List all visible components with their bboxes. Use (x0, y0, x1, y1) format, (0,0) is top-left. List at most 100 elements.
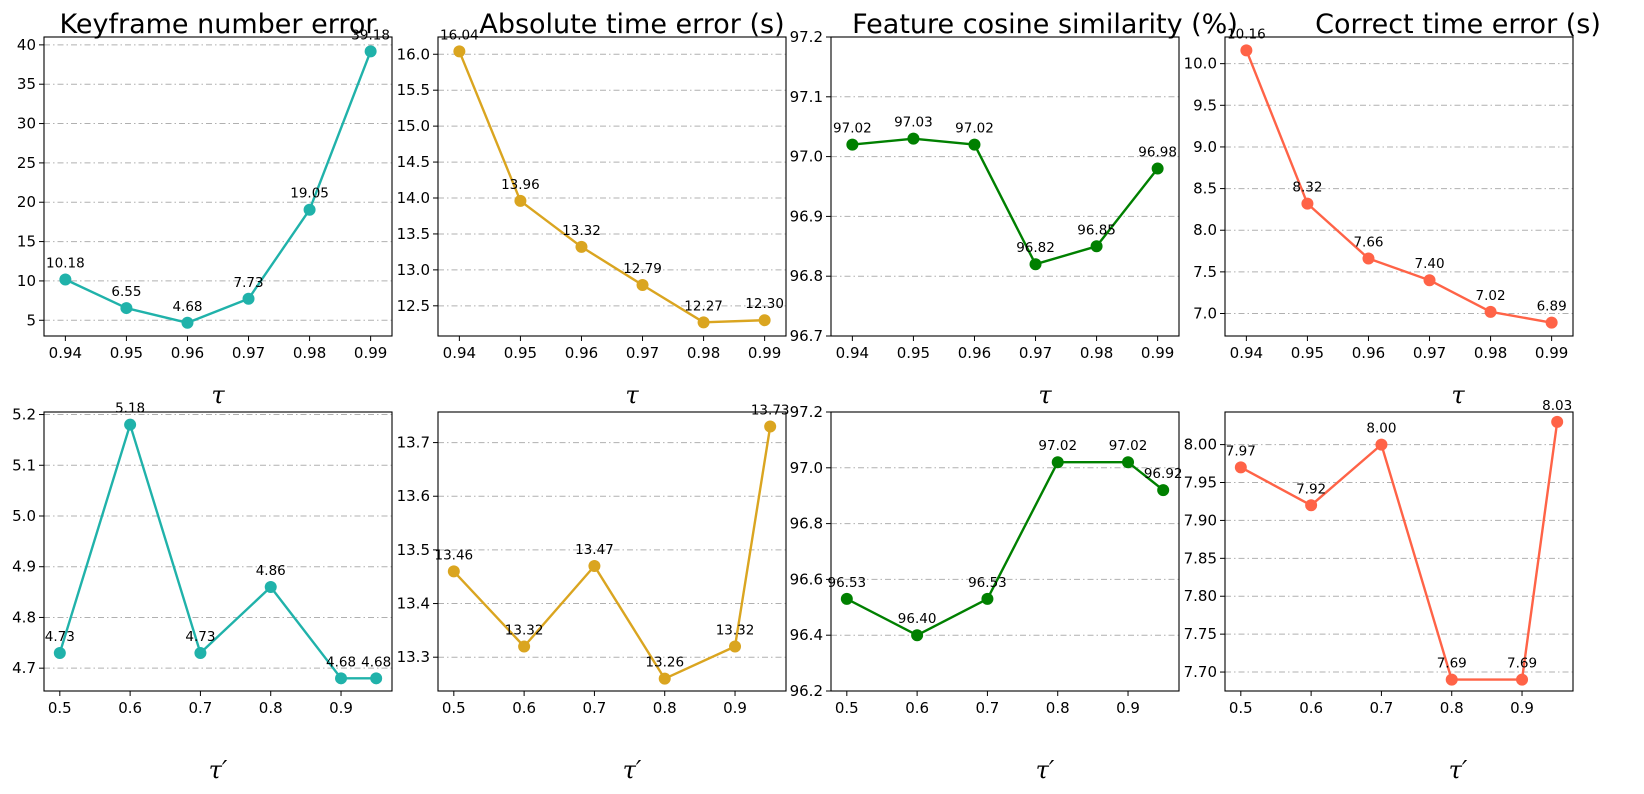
data-point (1157, 484, 1170, 497)
x-tick-label: 0.7 (582, 699, 606, 717)
x-tick-label: 0.99 (1535, 344, 1568, 362)
data-point (364, 45, 377, 58)
x-tick-label: 0.9 (1116, 699, 1140, 717)
data-label: 7.66 (1353, 235, 1383, 251)
data-point (840, 592, 853, 605)
data-label: 4.86 (256, 563, 286, 579)
x-tick-label: 0.97 (232, 344, 265, 362)
data-label: 13.47 (575, 542, 614, 558)
panel-absolute-time-error-tau: Absolute time error (s) τ 12.5 13.0 13.5 14… (397, 9, 787, 409)
y-tick-label: 16.0 (397, 45, 430, 63)
x-tick-label: 0.7 (975, 699, 999, 717)
data-point (1305, 499, 1318, 512)
panel-feature-cosine-similarity-tau: Feature cosine similarity (%) τ 96.7 96.8… (790, 9, 1238, 409)
x-tick-label: 0.94 (443, 344, 476, 362)
y-tick-label: 10 (17, 272, 36, 290)
data-label: 16.04 (440, 27, 479, 43)
x-tick-label: 0.99 (748, 344, 781, 362)
data-point (120, 302, 133, 315)
x-tick-label: 0.97 (1413, 344, 1446, 362)
data-label: 8.00 (1366, 421, 1396, 437)
data-label: 97.02 (833, 121, 872, 137)
x-tick-label: 0.7 (188, 699, 212, 717)
data-point (697, 316, 710, 329)
data-point (303, 203, 316, 216)
x-tick-label: 0.9 (723, 699, 747, 717)
x-tick-label: 0.95 (1291, 344, 1324, 362)
y-tick-label: 25 (17, 154, 36, 172)
axes-frame (437, 411, 787, 692)
y-tick-label: 13.7 (397, 434, 430, 452)
y-tick-label: 30 (17, 115, 36, 133)
y-tick-label: 97.2 (790, 28, 823, 46)
data-point (242, 292, 255, 305)
data-label: 97.02 (1109, 438, 1148, 454)
y-tick-label: 8.5 (1193, 180, 1217, 198)
y-tick-label: 7.70 (1184, 663, 1217, 681)
data-point (453, 45, 466, 58)
x-tick-label: 0.97 (1019, 344, 1052, 362)
x-tick-label: 0.8 (653, 699, 677, 717)
panel-title: Feature cosine similarity (%) (852, 9, 1238, 40)
data-label: 7.97 (1226, 443, 1256, 459)
data-label: 7.69 (1437, 656, 1467, 672)
x-tick-label: 0.6 (1299, 699, 1323, 717)
y-tick-label: 97.0 (790, 459, 823, 477)
y-tick-label: 97.1 (790, 88, 823, 106)
data-point (264, 581, 277, 594)
data-point (447, 565, 460, 578)
data-point (846, 138, 859, 151)
y-tick-label: 13.4 (397, 595, 430, 613)
x-tick-label: 0.98 (687, 344, 720, 362)
series-line (64, 50, 372, 324)
data-point (575, 240, 588, 253)
series-line (1245, 49, 1552, 324)
series-line (846, 461, 1164, 637)
y-tick-label: 96.4 (790, 626, 823, 644)
panel-correct-time-error-tau: Correct time error (s) τ 7.0 7.5 8.0 8.5 9.0… (1184, 9, 1601, 409)
x-tick-label: 0.96 (958, 344, 991, 362)
y-tick-label: 96.7 (790, 327, 823, 345)
data-point (907, 132, 920, 145)
data-point (968, 138, 981, 151)
data-label: 7.73 (233, 275, 263, 291)
axes-frame (830, 36, 1180, 337)
data-label: 7.40 (1414, 256, 1444, 272)
x-tick-label: 0.5 (442, 699, 466, 717)
x-tick-label: 0.96 (1352, 344, 1385, 362)
x-tick-label: 0.6 (118, 699, 142, 717)
x-tick-label: 0.8 (259, 699, 283, 717)
x-tick-label: 0.94 (1230, 344, 1263, 362)
x-axis-label: τ′ (1449, 756, 1468, 784)
x-tick-label: 0.95 (110, 344, 143, 362)
x-tick-label: 0.9 (329, 699, 353, 717)
y-tick-label: 13.5 (397, 225, 430, 243)
data-point (588, 559, 601, 572)
x-tick-label: 0.6 (905, 699, 929, 717)
data-label: 39.18 (351, 27, 390, 43)
data-label: 19.05 (290, 186, 329, 202)
x-tick-label: 0.94 (49, 344, 82, 362)
series-line (452, 426, 772, 680)
y-tick-label: 14.5 (397, 153, 430, 171)
data-label: 96.82 (1016, 240, 1055, 256)
y-tick-label: 13.3 (397, 648, 430, 666)
y-tick-label: 9.5 (1193, 96, 1217, 114)
axes-frame (830, 411, 1180, 692)
y-tick-label: 13.5 (397, 541, 430, 559)
data-point (1029, 258, 1042, 271)
x-tick-label: 0.8 (1046, 699, 1070, 717)
y-tick-label: 7.5 (1193, 263, 1217, 281)
y-tick-label: 4.8 (12, 608, 36, 626)
y-tick-label: 7.0 (1193, 305, 1217, 323)
data-label: 4.73 (185, 629, 215, 645)
data-point (370, 672, 383, 685)
data-point (764, 420, 777, 433)
data-label: 4.73 (45, 629, 75, 645)
y-tick-label: 5 (26, 311, 36, 329)
data-label: 4.68 (172, 299, 202, 315)
x-tick-label: 0.96 (171, 344, 204, 362)
y-tick-label: 13.0 (397, 261, 430, 279)
data-label: 7.92 (1296, 481, 1326, 497)
y-tick-label: 96.6 (790, 570, 823, 588)
